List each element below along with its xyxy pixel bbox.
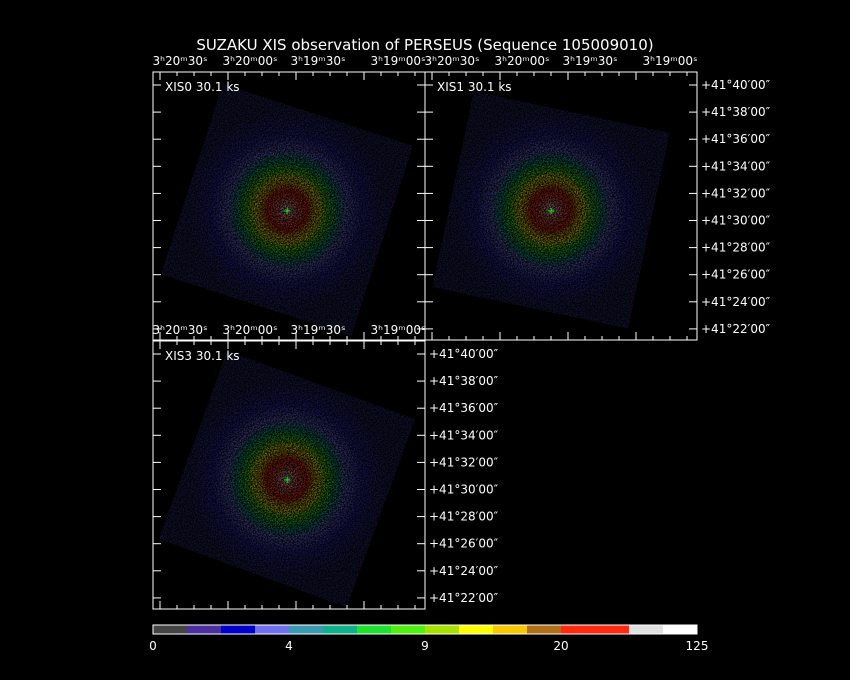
colorbar-swatch: [323, 625, 358, 634]
colorbar-swatch: [153, 625, 188, 634]
dec-tick-label: +41°24′00″: [701, 295, 771, 309]
dec-tick-label: +41°34′00″: [429, 428, 499, 442]
center-cross: +: [283, 475, 291, 486]
dec-tick-label: +41°40′00″: [701, 78, 771, 92]
dec-tick-label: +41°28′00″: [429, 510, 499, 524]
ra-tick-label: 3ʰ19ᵐ00ˢ: [371, 54, 426, 68]
panel-label: XIS3 30.1 ks: [165, 349, 240, 363]
sky-image: [432, 91, 670, 329]
dec-tick-label: +41°30′00″: [429, 483, 499, 497]
dec-tick-label: +41°34′00″: [701, 159, 771, 173]
colorbar-label: 0: [149, 639, 157, 653]
colorbar-swatch: [561, 625, 596, 634]
ra-tick-label: 3ʰ19ᵐ30ˢ: [291, 323, 346, 337]
ra-tick-label: 3ʰ20ᵐ30ˢ: [425, 54, 480, 68]
dec-tick-label: +41°30′00″: [701, 214, 771, 228]
colorbar-swatch: [425, 625, 460, 634]
panel-label: XIS0 30.1 ks: [165, 80, 240, 94]
dec-tick-label: +41°26′00″: [701, 268, 771, 282]
image: +: [158, 350, 416, 608]
dec-tick-label: +41°22′00″: [701, 322, 771, 336]
dec-tick-label: +41°38′00″: [701, 105, 771, 119]
colorbar-swatch: [255, 625, 290, 634]
image: +: [160, 83, 414, 337]
colorbar-swatch: [663, 625, 698, 634]
ra-tick-label: 3ʰ20ᵐ30ˢ: [153, 323, 208, 337]
colorbar-swatch: [289, 625, 324, 634]
colorbar-swatch: [493, 625, 528, 634]
center-cross: +: [547, 206, 555, 217]
ra-tick-label: 3ʰ19ᵐ30ˢ: [563, 54, 618, 68]
colorbar-swatch: [459, 625, 494, 634]
center-cross: +: [283, 206, 291, 217]
panel-frame: [152, 340, 426, 610]
colorbar-label: 4: [285, 639, 293, 653]
dec-tick-label: +41°38′00″: [429, 374, 499, 388]
dec-tick-label: +41°36′00″: [429, 401, 499, 415]
title: SUZAKU XIS observation of PERSEUS (Seque…: [196, 36, 653, 54]
ra-tick-label: 3ʰ19ᵐ30ˢ: [291, 54, 346, 68]
dec-tick-label: +41°36′00″: [701, 132, 771, 146]
colorbar-label: 9: [421, 639, 429, 653]
sky-image: [160, 83, 414, 337]
ra-tick-label: 3ʰ20ᵐ30ˢ: [153, 54, 208, 68]
sky-image: [158, 350, 416, 608]
colorbar-swatch: [221, 625, 256, 634]
colorbar-frame: [152, 624, 698, 635]
ra-tick-label: 3ʰ19ᵐ00ˢ: [371, 323, 426, 337]
panel-label: XIS1 30.1 ks: [437, 80, 512, 94]
ra-tick-label: 3ʰ19ᵐ00ˢ: [643, 54, 698, 68]
colorbar-swatch: [527, 625, 562, 634]
colorbar-swatch: [595, 625, 630, 634]
colorbar-swatch: [391, 625, 426, 634]
dec-tick-label: +41°40′00″: [429, 347, 499, 361]
ra-tick-label: 3ʰ20ᵐ00ˢ: [223, 54, 278, 68]
dec-tick-label: +41°26′00″: [429, 537, 499, 551]
colorbar-label: 20: [553, 639, 568, 653]
dec-tick-label: +41°28′00″: [701, 241, 771, 255]
dec-tick-label: +41°32′00″: [429, 455, 499, 469]
ra-tick-label: 3ʰ20ᵐ00ˢ: [223, 323, 278, 337]
image: +: [432, 91, 670, 329]
panel-frame: [424, 71, 698, 341]
dec-tick-label: +41°24′00″: [429, 564, 499, 578]
colorbar-label: 125: [686, 639, 709, 653]
ra-tick-label: 3ʰ20ᵐ00ˢ: [495, 54, 550, 68]
colorbar-swatch: [357, 625, 392, 634]
dec-tick-label: +41°22′00″: [429, 591, 499, 605]
dec-tick-label: +41°32′00″: [701, 186, 771, 200]
colorbar-swatch: [629, 625, 664, 634]
colorbar-swatch: [187, 625, 222, 634]
